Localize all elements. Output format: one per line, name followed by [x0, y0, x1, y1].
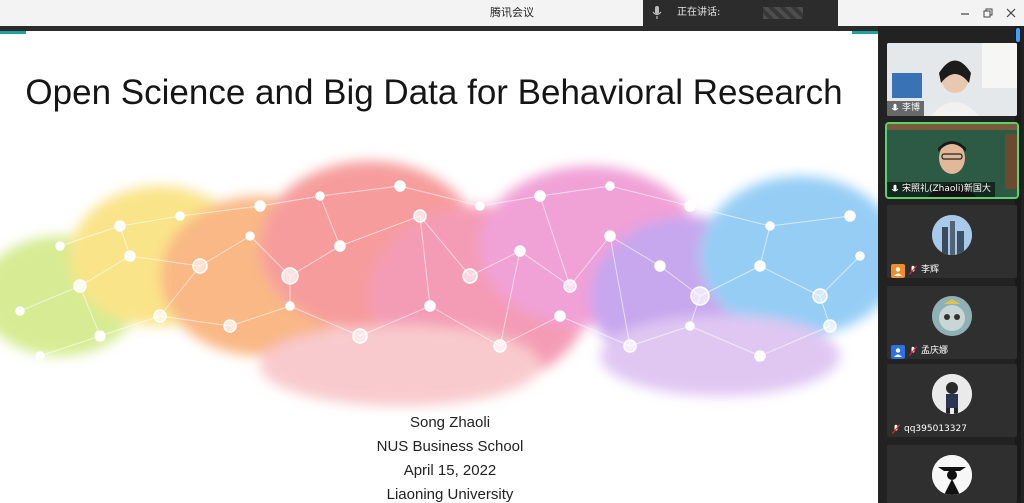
participant-label: 李辉 — [887, 263, 943, 278]
mic-icon — [652, 5, 662, 23]
window-titlebar: 腾讯会议 正在讲话: — [0, 0, 1024, 26]
mic-muted-icon — [891, 424, 901, 434]
slide-corner-mark — [0, 31, 26, 34]
presenter-info: Song Zhaoli NUS Business School April 15… — [0, 411, 878, 503]
user-role-icon — [891, 344, 905, 359]
participant-tile[interactable]: 李博 — [887, 43, 1017, 116]
slide-title: Open Science and Big Data for Behavioral… — [25, 73, 843, 112]
speaking-label: 正在讲话: — [677, 7, 721, 18]
mic-icon — [891, 184, 899, 192]
close-icon — [1006, 8, 1016, 18]
participant-label: 孟庆娜 — [887, 344, 952, 359]
mic-muted-icon — [908, 265, 918, 275]
network-graph-image — [0, 161, 878, 406]
slide-corner-mark — [852, 31, 878, 34]
minimize-icon — [961, 13, 969, 15]
panel-scrollbar[interactable] — [1015, 26, 1021, 503]
shared-screen-slide: Open Science and Big Data for Behavioral… — [0, 31, 878, 503]
avatar — [932, 215, 972, 255]
presenter-name: Song Zhaoli — [409, 414, 491, 431]
participant-name: 孟庆娜 — [921, 346, 949, 356]
participant-name: 李辉 — [921, 265, 940, 275]
close-button[interactable] — [998, 0, 1024, 26]
participant-name: 李博 — [902, 103, 921, 113]
speaking-indicator[interactable]: 正在讲话: — [643, 0, 838, 26]
restore-icon — [983, 8, 993, 18]
restore-button[interactable] — [975, 0, 1001, 26]
participant-tile[interactable]: qq395013327 — [887, 364, 1017, 437]
speaker-name-blurred — [763, 7, 803, 19]
participant-tile[interactable]: 李辉 — [887, 205, 1017, 278]
participant-tile[interactable] — [887, 445, 1017, 503]
scrollbar-handle[interactable] — [1016, 28, 1020, 42]
presenter-school: NUS Business School — [376, 438, 524, 455]
mic-icon — [891, 103, 899, 111]
avatar — [932, 374, 972, 414]
user-role-icon — [891, 263, 905, 278]
participant-tile[interactable]: 宋照礼(Zhaoli)新国大 — [887, 124, 1017, 197]
minimize-button[interactable] — [952, 0, 978, 26]
participant-tile[interactable]: 孟庆娜 — [887, 286, 1017, 359]
participant-label: qq395013327 — [887, 422, 971, 437]
participant-video — [887, 43, 1017, 116]
avatar — [932, 296, 972, 336]
presentation-date: April 15, 2022 — [403, 462, 497, 479]
participant-name: 宋照礼(Zhaoli)新国大 — [902, 184, 991, 194]
participant-label: 李博 — [887, 101, 925, 116]
avatar — [932, 455, 972, 495]
mic-muted-icon — [908, 346, 918, 356]
host-university: Liaoning University — [386, 486, 514, 503]
participant-label: 宋照礼(Zhaoli)新国大 — [887, 182, 995, 197]
toolbar-strip — [0, 26, 878, 31]
participant-name: qq395013327 — [904, 424, 967, 434]
app-title: 腾讯会议 — [490, 6, 534, 19]
